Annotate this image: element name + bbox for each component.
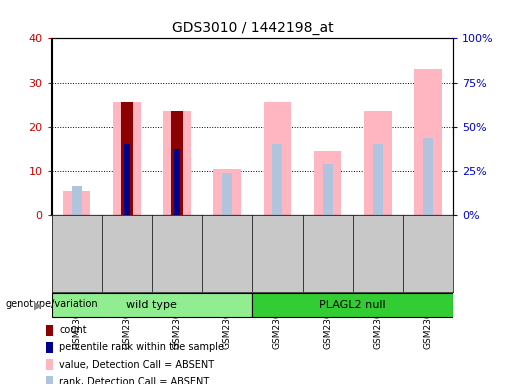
Bar [45,324,54,336]
Bar [222,173,232,215]
Bar [213,169,241,215]
Bar [171,111,183,215]
Text: genotype/variation: genotype/variation [5,299,98,309]
Text: rank, Detection Call = ABSENT: rank, Detection Call = ABSENT [59,377,210,384]
Bar [264,103,291,215]
Text: ▶: ▶ [35,300,43,310]
Text: wild type: wild type [127,300,177,310]
Bar [252,293,453,317]
Bar [45,376,54,384]
Bar [174,149,180,215]
Bar [52,293,252,317]
Bar [121,103,133,215]
Bar [364,111,392,215]
Bar [163,111,191,215]
Bar [113,103,141,215]
Bar [63,191,91,215]
Bar [423,138,433,215]
Title: GDS3010 / 1442198_at: GDS3010 / 1442198_at [171,21,333,35]
Bar [373,144,383,215]
Text: value, Detection Call = ABSENT: value, Detection Call = ABSENT [59,360,214,370]
Bar [72,186,81,215]
Bar [322,164,333,215]
Text: percentile rank within the sample: percentile rank within the sample [59,343,224,353]
Bar [314,151,341,215]
Text: count: count [59,325,87,335]
Bar [45,342,54,353]
Bar [45,359,54,370]
Bar [272,144,282,215]
Bar [124,144,130,215]
Bar [414,70,442,215]
Text: PLAGL2 null: PLAGL2 null [319,300,386,310]
